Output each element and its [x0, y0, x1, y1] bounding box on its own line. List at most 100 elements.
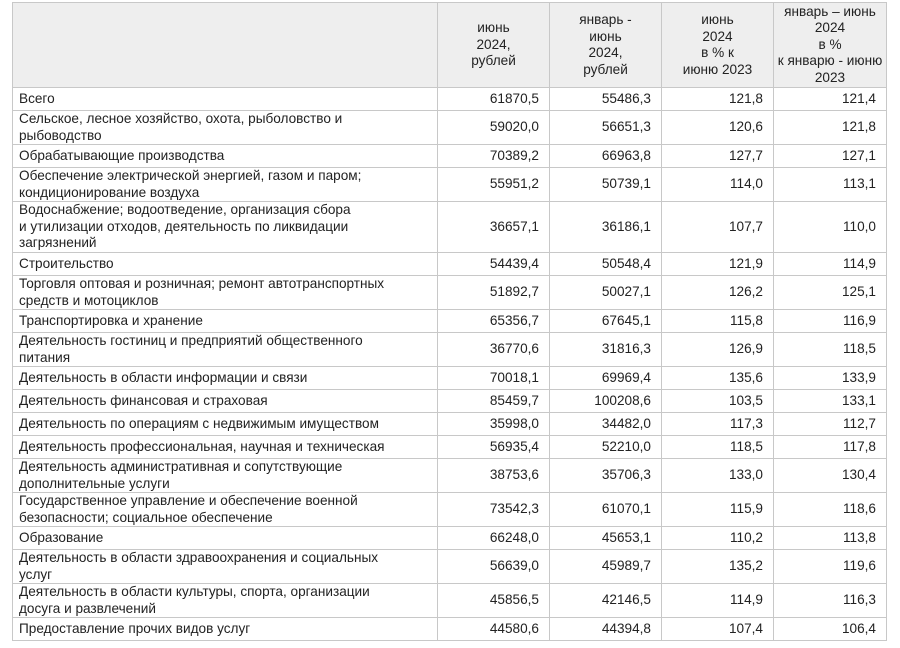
table-row: Транспортировка и хранение 65356,7 67645,1…	[12, 309, 887, 333]
industry-name: Деятельность гостиниц и предприятий обще…	[12, 332, 438, 367]
june-2024-value: 56935,4	[437, 435, 550, 459]
june-pct-value: 121,9	[661, 252, 774, 276]
table-row: Деятельность гостиниц и предприятий обще…	[12, 332, 887, 367]
header-label: январь – июнь 2024 в % к январю - июню 2023	[777, 3, 883, 85]
table-row: Торговля оптовая и розничная; ремонт авт…	[12, 275, 887, 310]
industry-name: Обеспечение электрической энергией, газо…	[12, 167, 438, 202]
table-row: Деятельность профессиональная, научная и…	[12, 435, 887, 459]
jan-jun-2024-value: 67645,1	[549, 309, 662, 333]
industry-name: Сельское, лесное хозяйство, охота, рыбол…	[12, 110, 438, 145]
table-row: Всего 61870,5 55486,3 121,8 121,4	[12, 87, 887, 111]
jan-jun-2024-value: 100208,6	[549, 389, 662, 413]
june-pct-value: 114,9	[661, 583, 774, 618]
jan-jun-pct-value: 113,8	[773, 526, 887, 550]
june-2024-value: 51892,7	[437, 275, 550, 310]
industry-name: Предоставление прочих видов услуг	[12, 617, 438, 641]
june-2024-value: 85459,7	[437, 389, 550, 413]
table-row: Обеспечение электрической энергией, газо…	[12, 167, 887, 202]
jan-jun-pct-value: 116,9	[773, 309, 887, 333]
jan-jun-2024-value: 45653,1	[549, 526, 662, 550]
industry-name: Деятельность в области культуры, спорта,…	[12, 583, 438, 618]
jan-jun-2024-value: 45989,7	[549, 549, 662, 584]
june-pct-value: 127,7	[661, 144, 774, 168]
industry-name: Деятельность в области здравоохранения и…	[12, 549, 438, 584]
industry-name: Государственное управление и обеспечение…	[12, 492, 438, 527]
jan-jun-pct-value: 133,1	[773, 389, 887, 413]
june-pct-value: 135,6	[661, 366, 774, 390]
june-pct-value: 114,0	[661, 167, 774, 202]
industry-name: Деятельность финансовая и страховая	[12, 389, 438, 413]
table-row: Государственное управление и обеспечение…	[12, 492, 887, 527]
june-pct-value: 121,8	[661, 87, 774, 111]
june-pct-value: 117,3	[661, 412, 774, 436]
jan-jun-2024-value: 50027,1	[549, 275, 662, 310]
jan-jun-2024-value: 50739,1	[549, 167, 662, 202]
june-2024-value: 36657,1	[437, 201, 550, 253]
table-row: Строительство 54439,4 50548,4 121,9 114,9	[12, 252, 887, 276]
jan-jun-2024-value: 34482,0	[549, 412, 662, 436]
jan-jun-pct-value: 118,5	[773, 332, 887, 367]
jan-jun-pct-value: 118,6	[773, 492, 887, 527]
june-pct-value: 115,9	[661, 492, 774, 527]
june-pct-value: 107,7	[661, 201, 774, 253]
june-2024-value: 38753,6	[437, 458, 550, 493]
table-row: Образование 66248,0 45653,1 110,2 113,8	[12, 526, 887, 550]
jan-jun-2024-value: 56651,3	[549, 110, 662, 145]
jan-jun-pct-value: 133,9	[773, 366, 887, 390]
table-body: Всего 61870,5 55486,3 121,8 121,4 Сельское, л…	[12, 87, 887, 641]
industry-name: Торговля оптовая и розничная; ремонт авт…	[12, 275, 438, 310]
header-industry	[12, 2, 438, 88]
jan-jun-pct-value: 130,4	[773, 458, 887, 493]
table-row: Деятельность финансовая и страховая 85459…	[12, 389, 887, 413]
june-pct-value: 120,6	[661, 110, 774, 145]
jan-jun-pct-value: 113,1	[773, 167, 887, 202]
table-row: Предоставление прочих видов услуг 44580,6…	[12, 617, 887, 641]
june-pct-value: 126,9	[661, 332, 774, 367]
june-pct-value: 135,2	[661, 549, 774, 584]
header-label: январь - июнь 2024, рублей	[579, 12, 632, 77]
industry-name: Строительство	[12, 252, 438, 276]
header-row: июнь 2024, рублей январь - июнь 2024, рублей …	[12, 2, 887, 88]
industry-name: Водоснабжение; водоотведение, организаци…	[12, 201, 438, 253]
jan-jun-2024-value: 44394,8	[549, 617, 662, 641]
june-2024-value: 35998,0	[437, 412, 550, 436]
jan-jun-pct-value: 127,1	[773, 144, 887, 168]
table-row: Деятельность в области культуры, спорта,…	[12, 583, 887, 618]
jan-jun-pct-value: 117,8	[773, 435, 887, 459]
header-jan-jun-2024: январь - июнь 2024, рублей	[549, 2, 662, 88]
industry-name: Образование	[12, 526, 438, 550]
june-2024-value: 55951,2	[437, 167, 550, 202]
jan-jun-2024-value: 31816,3	[549, 332, 662, 367]
jan-jun-2024-value: 42146,5	[549, 583, 662, 618]
june-2024-value: 36770,6	[437, 332, 550, 367]
june-2024-value: 70389,2	[437, 144, 550, 168]
june-pct-value: 118,5	[661, 435, 774, 459]
june-2024-value: 73542,3	[437, 492, 550, 527]
industry-name: Деятельность профессиональная, научная и…	[12, 435, 438, 459]
jan-jun-2024-value: 69969,4	[549, 366, 662, 390]
industry-name: Деятельность по операциям с недвижимым и…	[12, 412, 438, 436]
jan-jun-pct-value: 121,8	[773, 110, 887, 145]
industry-name: Всего	[12, 87, 438, 111]
header-label: июнь 2024 в % к июню 2023	[682, 12, 753, 77]
industry-name: Деятельность в области информации и связ…	[12, 366, 438, 390]
jan-jun-pct-value: 114,9	[773, 252, 887, 276]
industry-name: Деятельность административная и сопутств…	[12, 458, 438, 493]
header-june-pct: июнь 2024 в % к июню 2023	[661, 2, 774, 88]
june-pct-value: 103,5	[661, 389, 774, 413]
june-2024-value: 45856,5	[437, 583, 550, 618]
june-2024-value: 59020,0	[437, 110, 550, 145]
june-pct-value: 115,8	[661, 309, 774, 333]
june-2024-value: 66248,0	[437, 526, 550, 550]
jan-jun-2024-value: 66963,8	[549, 144, 662, 168]
june-pct-value: 126,2	[661, 275, 774, 310]
jan-jun-pct-value: 125,1	[773, 275, 887, 310]
jan-jun-pct-value: 121,4	[773, 87, 887, 111]
jan-jun-pct-value: 116,3	[773, 583, 887, 618]
june-2024-value: 65356,7	[437, 309, 550, 333]
jan-jun-2024-value: 36186,1	[549, 201, 662, 253]
table-row: Деятельность в области информации и связ…	[12, 366, 887, 390]
industry-name: Обрабатывающие производства	[12, 144, 438, 168]
table-row: Обрабатывающие производства 70389,2 66963,…	[12, 144, 887, 168]
jan-jun-2024-value: 52210,0	[549, 435, 662, 459]
